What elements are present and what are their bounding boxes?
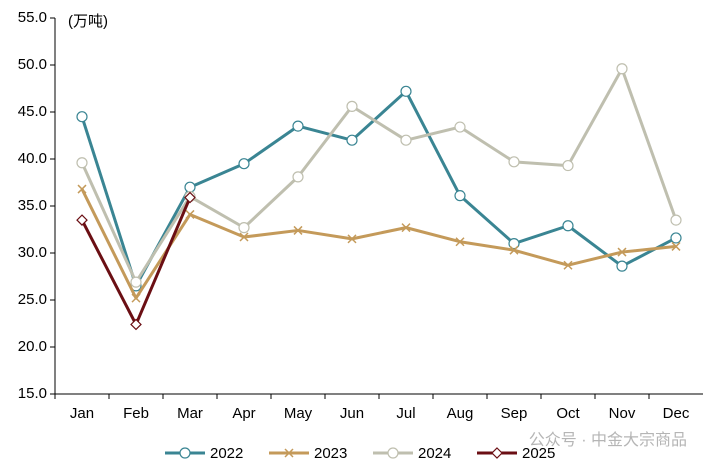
y-tick-label: 20.0 — [18, 338, 47, 355]
marker — [563, 260, 573, 270]
marker — [284, 448, 294, 458]
marker — [184, 181, 196, 193]
marker — [238, 158, 250, 170]
legend-label: 2024 — [418, 445, 451, 462]
y-tick-label: 45.0 — [18, 103, 47, 120]
y-tick-label: 15.0 — [18, 385, 47, 402]
series-line — [80, 89, 677, 288]
x-tick-label: Oct — [556, 405, 580, 422]
y-axis-label: (万吨) — [68, 13, 108, 30]
marker — [616, 63, 628, 75]
marker — [387, 447, 399, 459]
marker — [562, 159, 574, 172]
x-tick-label: Nov — [609, 405, 636, 422]
x-tick-label: May — [284, 405, 313, 422]
marker — [616, 260, 628, 272]
marker — [184, 191, 196, 204]
marker — [670, 214, 682, 226]
marker — [508, 156, 520, 168]
marker — [400, 134, 412, 146]
watermark: 公众号 · 中金大宗商品 — [529, 431, 687, 449]
marker — [491, 447, 503, 459]
marker — [617, 247, 627, 257]
marker — [347, 234, 357, 244]
marker — [179, 447, 191, 459]
marker — [454, 190, 466, 202]
y-tick-label: 55.0 — [18, 9, 47, 26]
marker — [239, 232, 249, 242]
marker — [671, 241, 681, 251]
marker — [76, 157, 88, 169]
marker — [292, 120, 304, 132]
x-tick-label: Dec — [663, 405, 690, 422]
marker — [508, 238, 520, 250]
marker — [292, 171, 304, 183]
marker — [562, 220, 574, 232]
marker — [185, 209, 195, 219]
x-tick-label: Feb — [123, 405, 149, 422]
series-line — [80, 188, 677, 300]
y-tick-label: 50.0 — [18, 56, 47, 73]
y-tick-label: 35.0 — [18, 197, 47, 214]
legend-label: 2025 — [522, 445, 555, 462]
marker — [400, 85, 412, 97]
x-tick-label: Aug — [447, 405, 474, 422]
x-tick-label: Jul — [396, 405, 415, 422]
x-tick-label: Apr — [232, 405, 255, 422]
marker — [130, 318, 142, 331]
marker — [238, 222, 250, 234]
y-tick-label: 25.0 — [18, 291, 47, 308]
x-tick-label: Jan — [70, 405, 94, 422]
marker — [130, 276, 142, 288]
x-tick-label: Mar — [177, 405, 203, 422]
y-tick-label: 30.0 — [18, 244, 47, 261]
x-tick-label: Sep — [501, 405, 528, 422]
marker — [76, 111, 88, 123]
marker — [293, 225, 303, 235]
marker — [455, 237, 465, 247]
y-tick-label: 40.0 — [18, 150, 47, 167]
marker — [77, 184, 87, 194]
marker — [509, 245, 519, 255]
marker — [346, 100, 358, 112]
legend-label: 2023 — [314, 445, 347, 462]
marker — [454, 121, 466, 133]
marker — [670, 232, 682, 244]
marker — [131, 293, 141, 303]
marker — [346, 134, 358, 146]
legend-label: 2022 — [210, 445, 243, 462]
series-line — [80, 67, 678, 284]
marker — [401, 223, 411, 233]
marker — [76, 214, 88, 226]
x-tick-label: Jun — [340, 405, 364, 422]
